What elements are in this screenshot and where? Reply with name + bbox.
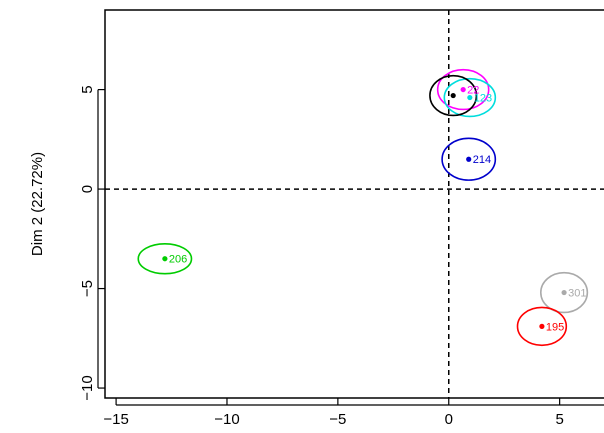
point-label: 206: [169, 254, 187, 266]
data-point: [460, 86, 466, 93]
y-axis-title: Dim 2 (22.72%): [29, 152, 46, 256]
data-point: [467, 94, 473, 101]
confidence-ellipse: [539, 271, 589, 314]
y-axis: −10 −5 0 5: [79, 85, 105, 401]
x-tick-label: 0: [445, 411, 453, 428]
data-point: [539, 323, 545, 329]
confidence-ellipse: [436, 68, 490, 111]
x-tick-label: −15: [103, 411, 128, 428]
x-tick-label: −5: [329, 411, 346, 428]
data-point: [466, 156, 472, 162]
plot-border: [104, 9, 604, 399]
point-label: 195: [546, 321, 564, 333]
data-point: [561, 289, 567, 296]
y-tick-label: −10: [79, 375, 96, 400]
x-axis: −15 −10 −5 0 5: [103, 398, 604, 428]
data-point: [162, 256, 168, 262]
confidence-ellipse: [137, 242, 193, 275]
confidence-ellipse: [429, 74, 478, 117]
confidence-ellipse: [443, 77, 497, 118]
data-point: [450, 92, 456, 99]
point-label: 301: [568, 288, 586, 300]
y-tick-label: 0: [79, 185, 96, 193]
y-tick-label: −5: [79, 280, 96, 297]
point-label: 22: [467, 85, 479, 97]
data-points: [162, 86, 567, 329]
confidence-ellipses: [137, 68, 589, 347]
confidence-ellipse: [516, 306, 568, 347]
reference-lines: [105, 10, 604, 398]
point-label: 123: [474, 93, 492, 105]
x-tick-label: 5: [555, 411, 563, 428]
plot-frame: [104, 9, 604, 399]
x-tick-label: −10: [214, 411, 239, 428]
y-tick-label: 5: [79, 85, 96, 93]
point-label: 214: [473, 154, 491, 166]
confidence-ellipse: [441, 137, 497, 181]
